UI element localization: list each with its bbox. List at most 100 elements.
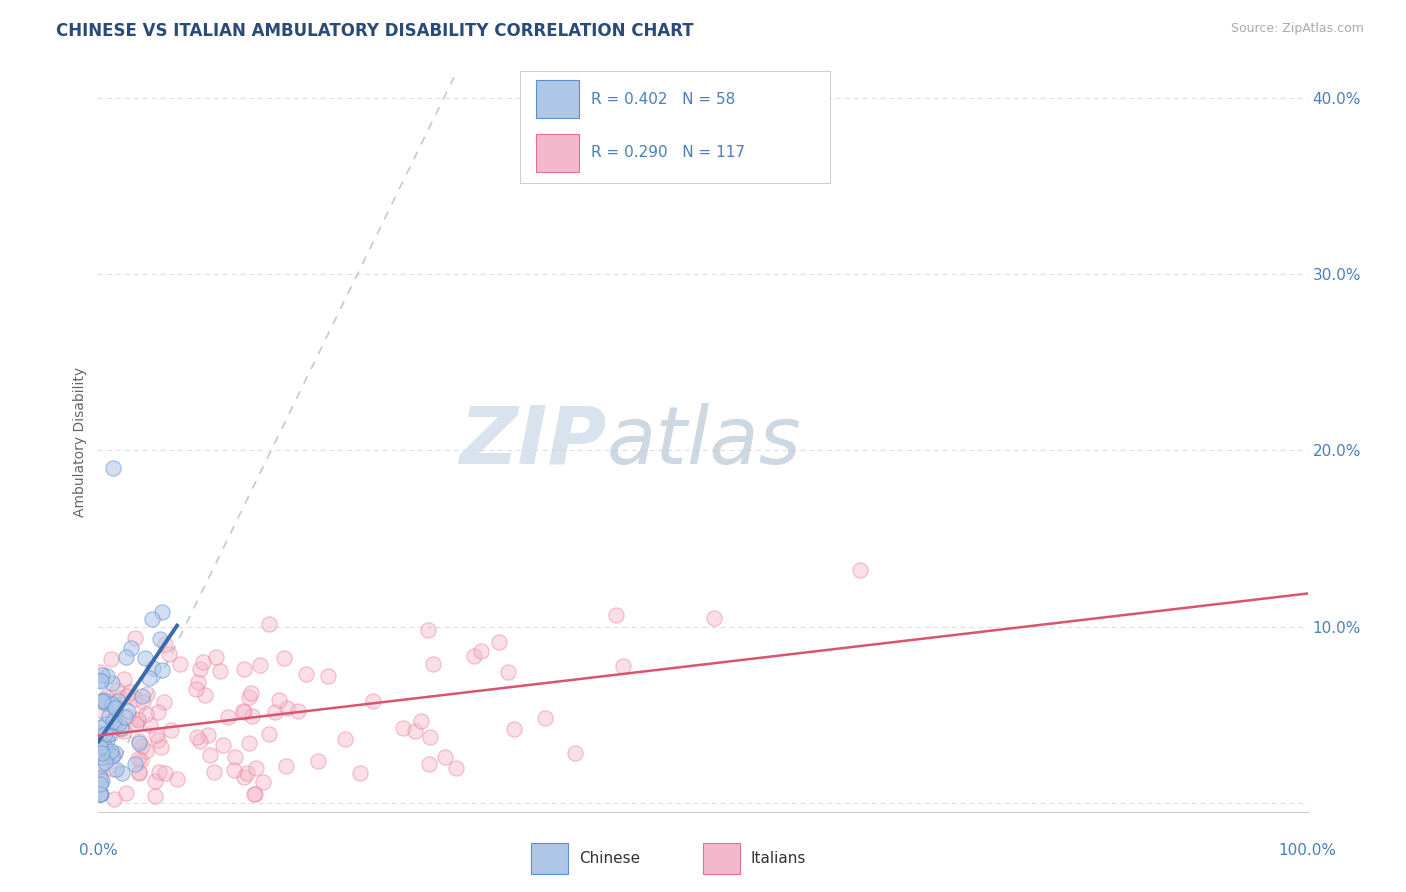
Point [94, 755, 117, 769]
Point [160, 723, 183, 737]
Point [96, 733, 118, 747]
Point [131, 689, 153, 703]
Bar [531, 843, 568, 874]
Point [605, 607, 627, 622]
Point [257, 616, 280, 631]
Point [148, 705, 170, 719]
Point [127, 752, 149, 766]
Text: ZIP: ZIP [458, 402, 606, 481]
Point [115, 650, 138, 665]
Point [124, 691, 146, 706]
Point [153, 637, 176, 651]
Point [96, 669, 118, 683]
Point [316, 669, 339, 683]
Point [276, 700, 298, 714]
Point [129, 753, 152, 767]
Point [125, 717, 148, 731]
Point [104, 699, 127, 714]
Point [103, 792, 125, 806]
Point [104, 714, 127, 729]
Point [128, 736, 150, 750]
Point [612, 658, 634, 673]
Point [252, 775, 274, 789]
Point [202, 765, 225, 780]
Point [142, 661, 165, 675]
Point [217, 710, 239, 724]
Point [193, 688, 215, 702]
Point [150, 605, 173, 619]
Point [197, 728, 219, 742]
Text: Chinese: Chinese [579, 851, 640, 866]
Point [127, 712, 149, 726]
Point [107, 694, 129, 708]
Point [703, 611, 725, 625]
Point [114, 710, 136, 724]
Point [463, 649, 485, 664]
Point [90, 738, 112, 752]
Point [89, 769, 111, 783]
Point [124, 756, 146, 771]
Point [105, 683, 128, 698]
Point [169, 657, 191, 672]
Point [89, 787, 111, 801]
Point [101, 747, 124, 762]
Point [205, 649, 228, 664]
Point [273, 651, 295, 665]
Point [101, 725, 124, 739]
Point [224, 749, 246, 764]
Point [191, 655, 214, 669]
Point [239, 686, 262, 700]
Point [89, 776, 111, 790]
Point [89, 739, 111, 754]
Point [89, 771, 111, 785]
Point [232, 663, 254, 677]
Point [117, 708, 139, 723]
Point [93, 696, 115, 710]
Point [111, 766, 134, 780]
Point [128, 765, 150, 780]
Point [91, 773, 114, 788]
Point [97, 709, 120, 723]
Point [138, 671, 160, 685]
Point [101, 676, 124, 690]
Point [155, 766, 177, 780]
Point [150, 663, 173, 677]
Point [104, 746, 127, 760]
Point [149, 739, 172, 754]
Point [91, 720, 114, 734]
Point [238, 735, 260, 749]
Point [307, 754, 329, 768]
Point [849, 563, 872, 577]
Point [90, 787, 112, 801]
Point [128, 766, 150, 780]
Point [90, 758, 112, 772]
Point [245, 761, 267, 775]
Point [188, 662, 211, 676]
Point [110, 723, 132, 737]
Text: R = 0.290   N = 117: R = 0.290 N = 117 [592, 145, 745, 161]
Point [333, 731, 356, 746]
Point [100, 744, 122, 758]
Point [186, 730, 208, 744]
Point [132, 694, 155, 708]
Point [91, 750, 114, 764]
Point [238, 690, 260, 704]
Point [117, 704, 139, 718]
Point [470, 644, 492, 658]
Point [94, 717, 117, 731]
Point [404, 723, 426, 738]
Point [101, 762, 124, 776]
Point [153, 695, 176, 709]
Point [502, 722, 524, 736]
Point [418, 756, 440, 771]
Point [198, 747, 221, 762]
Point [233, 705, 256, 719]
Point [120, 640, 142, 655]
Point [90, 751, 112, 765]
Point [411, 714, 433, 728]
Point [91, 694, 114, 708]
Point [564, 746, 586, 760]
Point [232, 704, 254, 718]
Point [93, 751, 115, 765]
Point [276, 759, 298, 773]
